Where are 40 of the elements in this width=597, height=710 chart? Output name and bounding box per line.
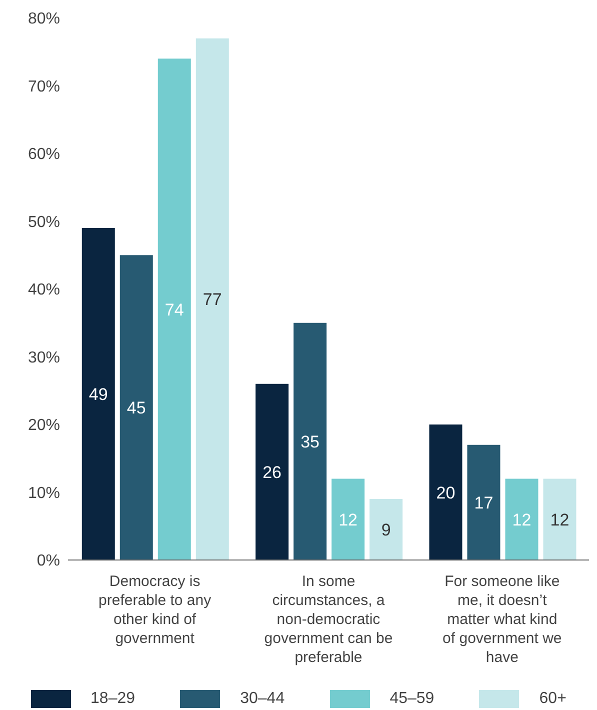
y-tick-label: 20% xyxy=(28,417,60,434)
data-label: 26 xyxy=(262,462,282,482)
bar xyxy=(370,499,403,560)
y-tick-label: 60% xyxy=(28,146,60,164)
y-tick-label: 50% xyxy=(28,214,60,231)
y-tick-label: 0% xyxy=(36,552,60,570)
legend-label: 30–44 xyxy=(239,690,285,708)
data-label: 77 xyxy=(202,290,222,310)
data-label: 12 xyxy=(512,510,532,530)
bar xyxy=(82,228,115,560)
data-label: 35 xyxy=(300,432,320,452)
y-tick-label: 70% xyxy=(28,78,60,96)
x-tick-label: Democracy is preferable to any other kind of government xyxy=(98,573,212,647)
x-tick-label: In some circumstances, a non-democratic government can be preferable xyxy=(264,573,393,666)
data-label: 49 xyxy=(88,385,108,404)
bar xyxy=(467,444,500,560)
data-label: 45 xyxy=(126,398,146,418)
x-tick-label: For someone like me, it doesn’t matter what kind of government we have xyxy=(442,573,562,666)
y-tick-label: 30% xyxy=(28,349,60,366)
y-tick-label: 80% xyxy=(28,10,60,28)
legend-label: 45–59 xyxy=(388,690,434,708)
bar xyxy=(543,478,576,560)
data-label: 17 xyxy=(474,493,494,512)
data-label: 74 xyxy=(164,300,184,320)
bar xyxy=(256,384,289,560)
data-label: 9 xyxy=(381,520,391,540)
y-tick-label: 10% xyxy=(28,484,60,502)
legend-label: 18–29 xyxy=(90,690,136,708)
data-label: 12 xyxy=(550,510,570,530)
bar xyxy=(120,255,153,560)
data-label: 20 xyxy=(436,483,456,502)
data-label: 12 xyxy=(338,510,358,530)
bar xyxy=(429,424,462,560)
bar xyxy=(294,322,327,560)
legend-label: 60+ xyxy=(538,690,566,708)
y-tick-label: 40% xyxy=(28,282,60,299)
bar xyxy=(332,478,365,560)
bar xyxy=(505,478,538,560)
bar xyxy=(158,58,191,560)
bar xyxy=(196,38,229,560)
